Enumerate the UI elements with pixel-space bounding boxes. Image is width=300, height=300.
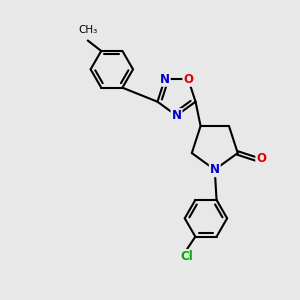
Text: Cl: Cl [180, 250, 193, 263]
Text: O: O [183, 73, 193, 86]
Text: CH₃: CH₃ [78, 26, 98, 35]
Text: N: N [172, 109, 182, 122]
Text: N: N [160, 73, 170, 86]
Text: O: O [256, 152, 266, 166]
Text: N: N [210, 163, 220, 176]
